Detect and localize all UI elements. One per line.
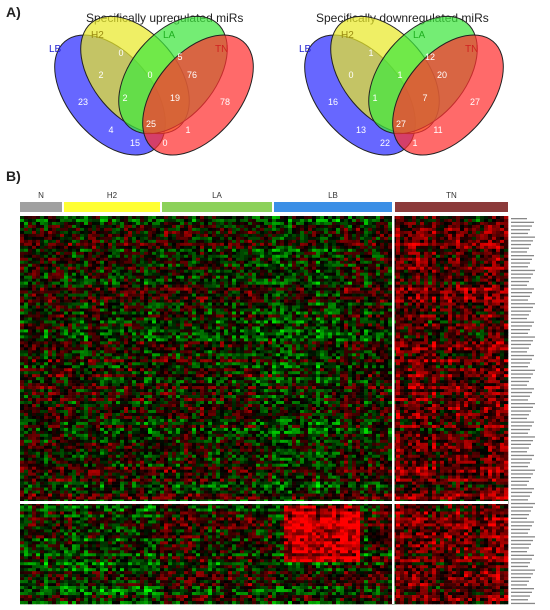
venn-count-la-tn: 20 (437, 70, 447, 80)
venn-count-lb-h2-la: 1 (372, 93, 377, 103)
group-label-lb: LB (328, 191, 338, 200)
venn-count-h2-la-tn: 7 (422, 93, 427, 103)
venn-count-h2-la: 0 (147, 70, 152, 80)
group-label-h2: H2 (107, 191, 118, 200)
venn-count-lb-la: 13 (356, 125, 366, 135)
group-bar-tn (395, 202, 508, 212)
venn-count-tn-only: 27 (470, 97, 480, 107)
venn-count-h2-la: 1 (397, 70, 402, 80)
venn-set-label-la: LA (413, 30, 426, 41)
group-bar-lb (274, 202, 392, 212)
venn-count-tn-only: 78 (220, 97, 230, 107)
venn-count-lb-h2-la: 2 (122, 93, 127, 103)
venn-count-h2-tn: 11 (433, 125, 442, 135)
venn-count-la-only: 5 (177, 52, 182, 62)
venn-set-tn (142, 34, 254, 156)
venn-count-lb-h2: 0 (348, 70, 353, 80)
venn-count-h2-only: 1 (368, 48, 373, 58)
group-label-tn: TN (446, 191, 457, 200)
venn-count-h2-tn: 1 (185, 125, 190, 135)
venn-count-la-only: 12 (425, 52, 435, 62)
group-label-la: LA (212, 191, 222, 200)
venn-count-h2-only: 0 (118, 48, 123, 58)
heatmap-col-separator (392, 216, 395, 604)
venn-count-lb-only: 23 (78, 97, 88, 107)
venn-count-all: 25 (146, 119, 156, 129)
venn-count-lb-tn: 2 (397, 152, 402, 162)
venn-set-label-h2: H2 (341, 30, 354, 41)
group-bar-n (20, 202, 62, 212)
heatmap-cells (20, 216, 509, 605)
venn-count-h2-la-tn: 19 (170, 93, 180, 103)
venn-count-lb-tn: 4 (147, 152, 152, 162)
group-bar-h2 (64, 202, 160, 212)
venn-count-lb-h2-tn: 1 (412, 138, 417, 148)
venn-count-la-tn: 76 (187, 70, 197, 80)
panel-b-label: B) (6, 168, 21, 184)
venn-set-label-lb: LB (49, 44, 62, 55)
venn-count-lb-la: 4 (108, 125, 113, 135)
venn-set-label-tn: TN (215, 44, 228, 55)
venn-count-lb-only: 16 (328, 97, 338, 107)
panel-a-label: A) (6, 4, 21, 20)
venn-count-all: 27 (396, 119, 406, 129)
group-label-n: N (38, 191, 44, 200)
venn-count-lb-h2-tn: 0 (162, 138, 167, 148)
venn-count-lb-la-tn: 22 (380, 138, 390, 148)
venn-count-lb-la-tn: 15 (130, 138, 140, 148)
venn-set-label-la: LA (163, 30, 176, 41)
heatmap-row-separator (20, 501, 508, 504)
group-bar-la (162, 202, 272, 212)
venn-set-tn (392, 34, 504, 156)
row-label-ticks (511, 218, 535, 605)
venn-set-label-h2: H2 (91, 30, 104, 41)
venn-set-label-tn: TN (465, 44, 478, 55)
venn-set-label-lb: LB (299, 44, 312, 55)
venn-count-lb-h2: 2 (98, 70, 103, 80)
